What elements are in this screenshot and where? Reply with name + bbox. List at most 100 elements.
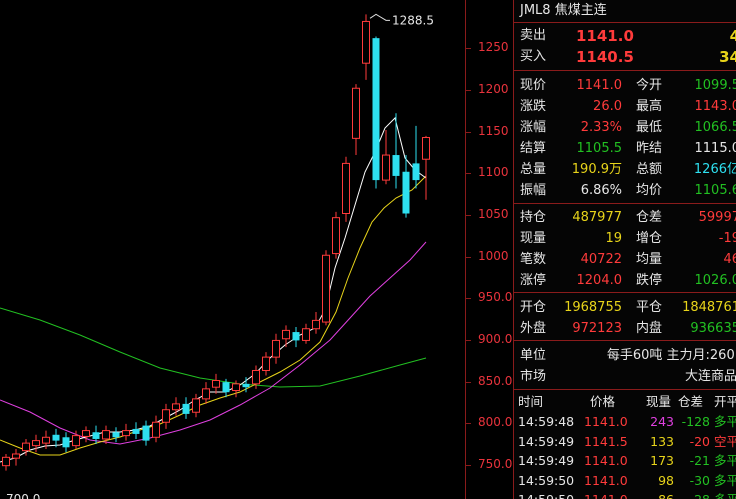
candle-body [202,388,210,400]
candle-body [322,254,330,323]
quote-label: 买入 [520,49,547,64]
unit-row: 单位 每手60吨 主力月:2601 [514,346,736,366]
stats2-row: 现量 19 增仓 -19 [514,229,736,249]
axis-tick-mark [466,173,471,174]
tick-header: 现量 [646,394,672,409]
stat-label: 持仓 [520,210,547,225]
stat-value: 40722 [580,252,622,267]
stat-label: 最低 [636,120,663,135]
market-value: 大连商品 [684,369,736,384]
candle-body [112,432,120,438]
quote-price: 1140.5 [576,48,634,66]
divider [514,389,736,390]
candle-body [2,456,10,467]
axis-tick-label: 1100 [478,165,509,179]
axis-tick-label: 1250 [478,40,509,54]
stat-value: 1848761 [682,300,736,315]
candle-body [332,217,340,255]
kline-chart[interactable]: 1288.5 700.0 [0,0,466,499]
ma5-line [0,117,427,463]
tick-type: 多平 [714,414,736,429]
tick-vol: 98 [658,472,674,488]
divider [514,203,736,204]
candle-body [82,430,90,437]
tick-price: 1141.0 [584,414,628,429]
stat-value: 972123 [572,321,622,336]
instrument-title: JML8 焦煤主连 [520,3,607,18]
stat-value: 1066.5 [694,120,736,135]
tick-price: 1141.5 [584,433,628,449]
market-row: 市场 大连商品 [514,367,736,387]
stat-value: 1105.6 [694,183,736,198]
stats3-row: 外盘 972123 内盘 936635 [514,319,736,339]
candle-body [382,154,390,181]
tick-vol: 173 [650,453,674,468]
stat-label: 笔数 [520,252,547,267]
candle-body [142,425,150,441]
axis-tick-mark [466,382,471,383]
axis-tick-mark [466,340,471,341]
tick-vol: 86 [658,490,674,499]
stats1-row: 涨跌 26.0 最高 1143.0 [514,97,736,117]
unit-value: 每手60吨 主力月:2601 [606,348,736,363]
stats1-row: 结算 1105.5 昨结 1115.0 [514,139,736,159]
stat-value: 26.0 [593,99,622,114]
tick-time: 14:59:50 [518,472,575,488]
ma20-line [0,241,427,445]
stat-value: 1026.0 [694,273,736,288]
tick-row: 14:59:49 1141.5 133 -20空平 [514,432,736,452]
tick-time: 14:59:49 [518,453,575,468]
candle-body [272,339,280,358]
tick-time: 14:59:50 [518,490,574,499]
low-price-label: 700.0 [6,492,40,499]
quote-price: 1141.0 [576,27,634,45]
candle-body [302,328,310,341]
tick-header: 价格 [590,394,616,409]
tick-header: 时间 [518,394,544,409]
candle-body [182,403,190,414]
ma10-line [0,175,427,456]
axis-tick-label: 850.00 [478,374,520,388]
candle-body [282,329,290,340]
tick-oi: -21 [689,453,710,468]
candle-body [102,430,110,440]
candle-body [352,87,360,139]
tick-price: 1141.0 [584,453,628,468]
stat-label: 昨结 [636,141,663,156]
stat-value: 1204.0 [576,273,623,288]
divider [514,292,736,293]
axis-tick-label: 750.00 [478,457,520,471]
candle-body [392,155,400,176]
axis-tick-mark [466,257,471,258]
candle-body [362,20,370,64]
stat-label: 振幅 [520,183,547,198]
stat-label: 跌停 [636,273,663,288]
tick-vol: 243 [650,414,674,429]
stat-label: 平仓 [636,300,663,315]
stat-label: 增仓 [636,231,663,246]
axis-tick-mark [466,215,471,216]
candle-body [232,383,240,392]
stat-label: 开仓 [520,300,547,315]
stat-label: 现量 [520,231,547,246]
unit-label: 单位 [520,348,547,363]
candle-body [52,434,60,441]
tick-row: 14:59:49 1141.0 173 -21 多平 [514,451,736,471]
tick-time: 14:59:48 [518,414,575,429]
candle-body [422,137,430,160]
tick-oi: -20 [689,433,710,449]
tick-header-row: 时间 价格 现量仓差开平 [514,392,736,412]
ma60-line [0,307,427,388]
stat-label: 外盘 [520,321,547,336]
candle-body [172,403,180,411]
axis-tick-mark [466,48,471,49]
stats2-row: 笔数 40722 均量 46 [514,250,736,270]
stat-label: 涨停 [520,273,547,288]
candle-body [402,171,410,214]
stat-value: 936635 [690,321,736,336]
stat-value: 1115.0 [694,141,736,156]
market-label: 市场 [520,369,547,384]
peak-label: 1288.5 [392,13,434,27]
axis-tick-mark [466,423,471,424]
tick-row: 14:59:50 1141.0 98 -30多平 [514,471,736,491]
